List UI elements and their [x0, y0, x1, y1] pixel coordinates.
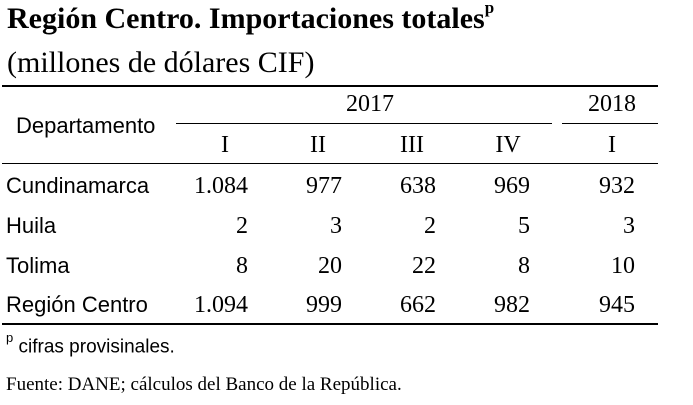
cell-tolima-2017-i: 8: [236, 253, 248, 279]
cell-region-centro-2018-i: 945: [599, 292, 635, 318]
year-2018-rule: [562, 123, 658, 124]
row-label-huila: Huila: [6, 213, 57, 238]
cell-tolima-2017-ii: 20: [318, 253, 342, 279]
cell-tolima-2017-iv: 8: [518, 253, 530, 279]
footnote: p cifras provisinales.: [6, 330, 175, 358]
cell-cundinamarca-2017-iii: 638: [400, 173, 436, 199]
year-2017-rule: [176, 123, 552, 124]
cell-tolima-2018-i: 10: [611, 253, 635, 279]
cell-tolima-2017-iii: 22: [412, 253, 436, 279]
cell-region-centro-2017-i: 1.094: [194, 292, 248, 318]
quarter-header-2017-iii: III: [400, 132, 424, 158]
cell-region-centro-2017-ii: 999: [306, 292, 342, 318]
cell-cundinamarca-2017-ii: 977: [306, 173, 342, 199]
row-header-departamento: Departamento: [16, 113, 156, 138]
cell-huila-2017-iii: 2: [424, 213, 436, 239]
header-bottom-rule: [2, 163, 658, 164]
row-label-tolima: Tolima: [6, 253, 70, 278]
quarter-header-2018-i: I: [608, 132, 616, 158]
cell-cundinamarca-2017-iv: 969: [494, 173, 530, 199]
quarter-header-2017-i: I: [221, 132, 229, 158]
year-header-2017: 2017: [346, 91, 394, 117]
cell-huila-2017-ii: 3: [330, 213, 342, 239]
source-note: Fuente: DANE; cálculos del Banco de la R…: [6, 374, 402, 395]
cell-huila-2017-i: 2: [236, 213, 248, 239]
footnote-marker: p: [6, 330, 14, 345]
table-bottom-rule: [2, 323, 658, 325]
table-title-text: Región Centro. Importaciones totales: [7, 2, 485, 35]
row-label-region-centro: Región Centro: [6, 292, 148, 317]
cell-huila-2018-i: 3: [623, 213, 635, 239]
cell-cundinamarca-2017-i: 1.084: [194, 173, 248, 199]
table-top-rule: [2, 85, 658, 87]
title-superscript: p: [484, 0, 495, 17]
cell-huila-2017-iv: 5: [518, 213, 530, 239]
cell-region-centro-2017-iv: 982: [494, 292, 530, 318]
cell-cundinamarca-2018-i: 932: [599, 173, 635, 199]
footnote-text: cifras provisinales.: [13, 336, 175, 358]
table-title: Región Centro. Importaciones totalesp: [7, 0, 495, 36]
row-label-cundinamarca: Cundinamarca: [6, 173, 150, 198]
cell-region-centro-2017-iii: 662: [400, 292, 436, 318]
quarter-header-2017-iv: IV: [495, 132, 521, 158]
quarter-header-2017-ii: II: [310, 132, 326, 158]
table-subtitle: (millones de dólares CIF): [7, 46, 315, 79]
year-header-2018: 2018: [588, 91, 636, 117]
